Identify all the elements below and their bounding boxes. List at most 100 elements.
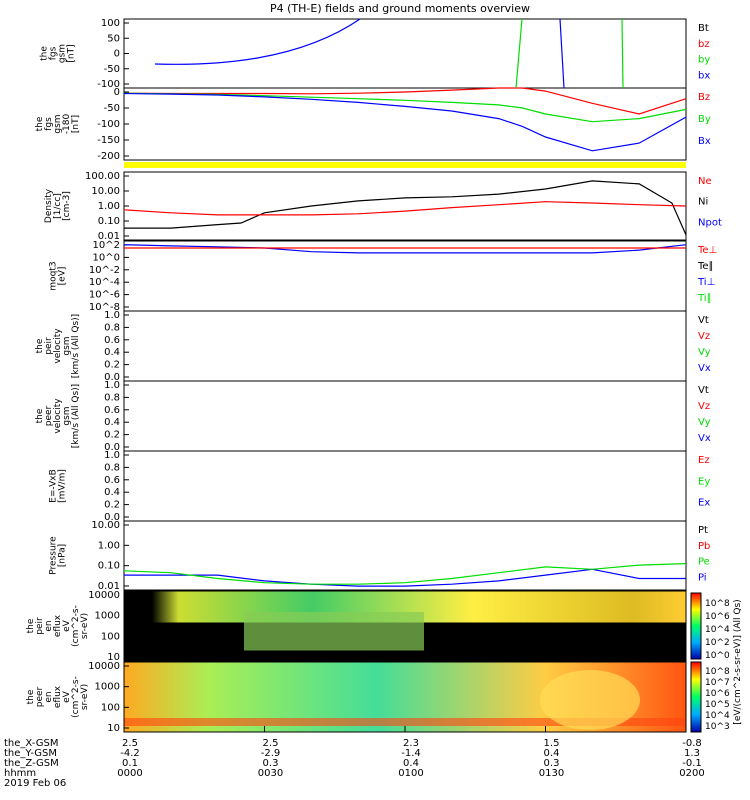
colorbar-tick: 10^3 [705,722,730,732]
legend-entry: Npot [698,217,722,228]
series-line-Pe [123,563,687,585]
y-axis-label: Pressure [49,536,59,575]
x-axis-row-label: the_X-GSM [4,738,58,749]
y-tick-label: 0.8 [104,392,120,403]
legend-entry: Vy [698,417,711,428]
panel-frame [123,590,687,662]
y-tick-label: -200 [97,151,120,162]
x-tick-label: 0030 [258,768,283,779]
y-tick-label: 10^-2 [89,265,120,276]
colorbar-tick: 10^4 [705,625,730,635]
y-tick-label: 100 [101,702,120,713]
y-tick-label: 0.6 [104,335,120,346]
y-tick-label: 10^0 [93,252,120,263]
y-tick-label: 1.0 [104,380,120,391]
x-tick-label: 0200 [679,768,704,779]
legend-entry: Te∥ [697,261,714,272]
legend-entry: Vx [698,433,711,444]
colorbar-tick: 10^5 [705,700,730,710]
spectrogram-low-band [124,718,686,726]
y-tick-label: 0.10 [98,216,120,227]
x-tick-label: 2.5 [122,738,138,749]
series-line-bx [559,18,565,89]
x-tick-label: -0.1 [682,758,702,769]
y-axis-label: fgs [44,117,54,131]
colorbar-tick: 10^4 [705,711,730,721]
series-line-Bx [123,92,687,152]
y-tick-label: 100 [101,18,120,29]
y-tick-label: 0.4 [104,487,120,498]
panel-frame [123,171,687,241]
y-tick-label: 0.0 [104,512,120,523]
y-tick-label: 50 [107,33,120,44]
x-tick-label: 0000 [117,768,142,779]
y-axis-label: the [35,338,45,353]
legend-entry: Bt [698,23,709,34]
panel-frame [123,520,687,591]
y-tick-label: 10000 [88,661,120,672]
y-axis-label: moqt3 [49,261,59,290]
y-axis-label: eV [62,619,72,632]
series-line-by [515,18,523,89]
colorbar-tick: 10^8 [705,667,730,677]
y-tick-label: 0.0 [104,372,120,383]
y-tick-label: 10^2 [93,240,120,251]
y-tick-label: 0.6 [104,405,120,416]
x-tick-label: 2.5 [263,738,279,749]
x-tick-label: 1.5 [544,738,560,749]
y-axis-label: peir [35,617,45,635]
y-axis-label: the [35,116,45,131]
y-axis-label: the [26,618,36,633]
legend-entry: Te⊥ [697,245,717,256]
y-tick-label: 10^-6 [89,290,120,301]
legend-entry: Vz [698,401,710,412]
y-axis-label: gsm [58,44,68,63]
legend-entry: Ez [698,455,710,466]
legend-entry: Pi [698,572,707,583]
y-axis-label: en [44,620,54,631]
legend-entry: Ti⊥ [697,277,715,288]
x-axis-row-label: 2019 Feb 06 [4,778,66,789]
series-line-Ti [123,244,687,254]
series-line-by [621,18,624,89]
y-tick-label: 0 [114,49,120,60]
spectrogram-hot-spot [540,670,640,730]
y-axis-label: peer [35,686,45,707]
y-tick-label: 0.4 [104,347,120,358]
x-axis-row-label: the_Y-GSM [4,748,57,759]
y-tick-label: 0.10 [98,561,120,572]
y-tick-label: 10 [107,652,120,663]
panel-frame [123,18,687,89]
legend-entry: Ne [698,176,712,187]
spectrogram-low-energy [244,612,424,651]
y-axis-label: [mV/m] [58,469,68,503]
panel-peir_eflux: 10000 1000 100 10 the peir en eflux eV (cm^2-s-sr… [26,590,687,663]
y-tick-label: 10^-4 [89,277,120,288]
y-axis-label: Density [44,188,54,223]
y-axis-label: E=-VxB [49,469,59,503]
colorbar-tick: 10^6 [705,689,730,699]
y-axis-label: [nT] [67,44,77,62]
panel-moqt3: 10^210^0 10^-210^-4 10^-610^-8 moqt3 [eV] Te⊥… [49,240,718,313]
x-tick-label: -4.2 [120,748,140,759]
y-tick-label: 0.0 [104,442,120,453]
legend-entry: Vx [698,363,711,374]
colorbar-tick: 10^6 [705,612,730,622]
panel-frame [123,310,687,382]
colorbar-top [690,592,702,660]
y-axis-label: velocity [53,328,63,364]
y-tick-label: 0.6 [104,475,120,486]
y-axis-label: eV [62,690,72,703]
y-tick-label: 0.8 [104,462,120,473]
series-line-Ne [123,201,687,216]
y-tick-label: 0.01 [98,231,120,242]
y-axis-label: eflux [53,614,63,637]
panel-peer_velocity: 1.00.8 0.60.4 0.20.0 the peer velocity gsm [km/… [35,380,711,453]
y-tick-label: 1.00 [98,540,120,551]
x-tick-label: -1.4 [401,748,421,759]
legend-entry: By [698,114,711,125]
series-line-bx [154,18,361,65]
colorbar-tick: 10^2 [705,638,730,648]
colorbar-tick: 10^7 [705,678,730,688]
